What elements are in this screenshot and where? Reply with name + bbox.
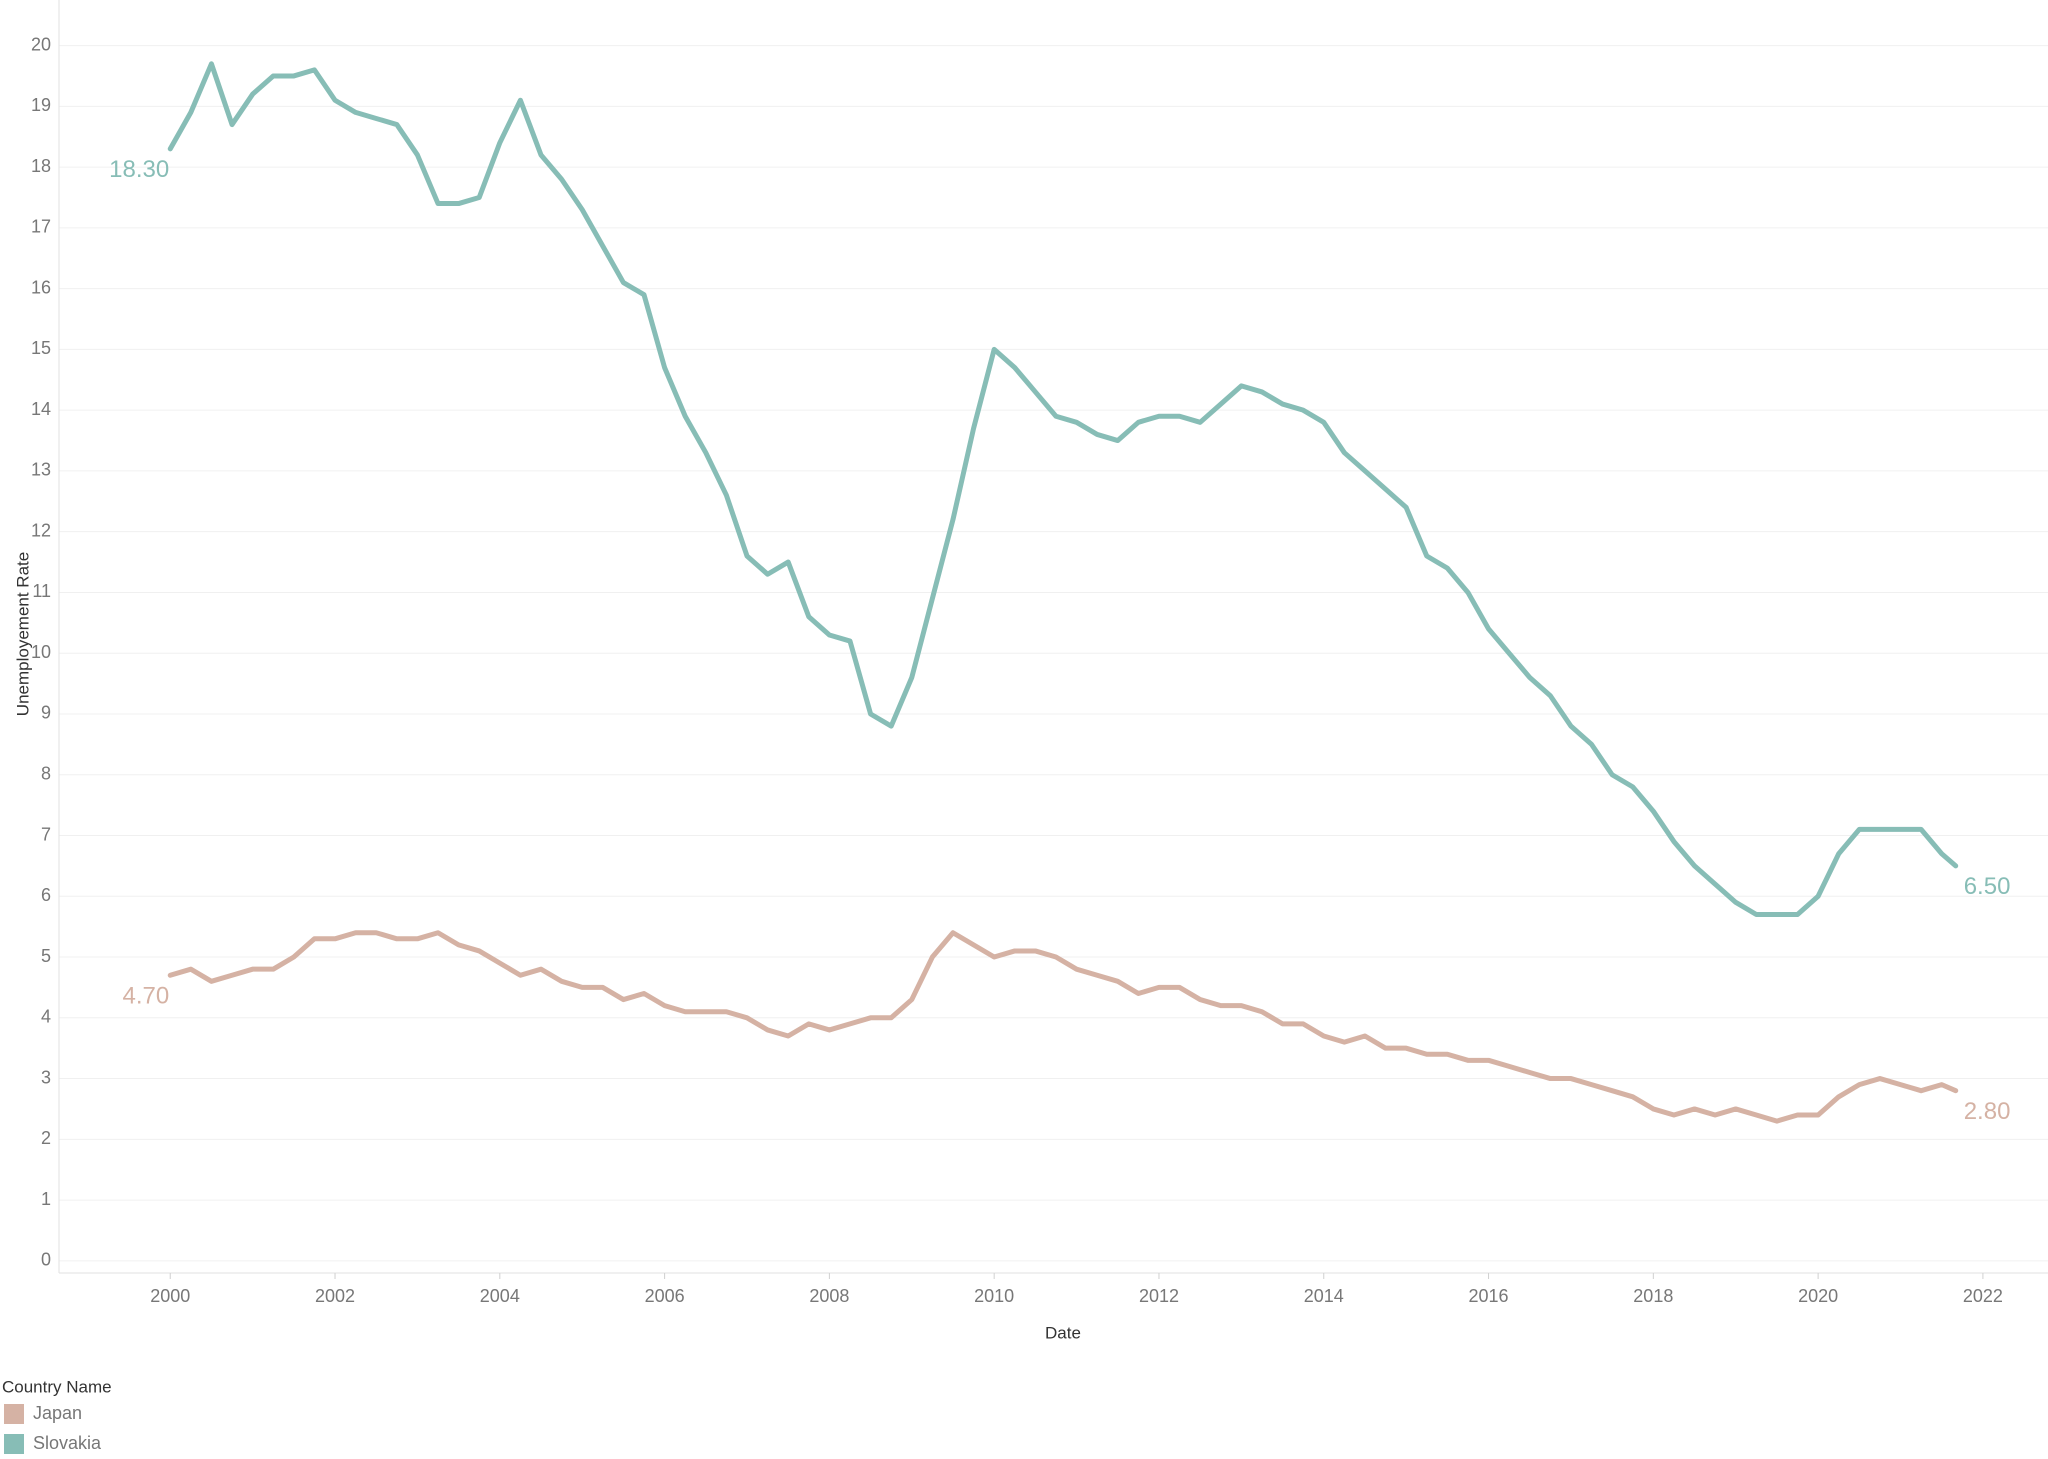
y-tick-label: 4 (41, 1007, 51, 1027)
x-tick-label: 2016 (1469, 1286, 1509, 1306)
end-label: 2.80 (1964, 1098, 2011, 1125)
y-tick-label: 3 (41, 1067, 51, 1087)
y-tick-label: 12 (31, 520, 51, 540)
y-tick-label: 9 (41, 703, 51, 723)
line (167, 930, 1959, 1124)
x-axis-title: Date (1045, 1323, 1081, 1342)
y-tick-label: 10 (31, 642, 51, 662)
y-tick-label: 13 (31, 460, 51, 480)
y-tick-label: 20 (31, 34, 51, 54)
x-tick-label: 2000 (150, 1286, 190, 1306)
y-tick-label: 11 (32, 581, 51, 601)
x-tick-label: 2008 (809, 1286, 849, 1306)
end-label: 6.50 (1964, 873, 2011, 900)
legend-label: Japan (33, 1403, 82, 1423)
x-tick-label: 2018 (1633, 1286, 1673, 1306)
x-tick-label: 2002 (315, 1286, 355, 1306)
x-tick-label: 2004 (480, 1286, 520, 1306)
y-tick-label: 2 (41, 1128, 51, 1148)
y-tick-label: 0 (41, 1250, 51, 1270)
y-tick-label: 19 (31, 95, 51, 115)
x-tick-label: 2014 (1304, 1286, 1344, 1306)
x-tick-label: 2020 (1798, 1286, 1838, 1306)
legend-title: Country Name (2, 1377, 112, 1396)
line (167, 61, 1959, 917)
start-label: 4.70 (123, 983, 170, 1010)
y-tick-label: 7 (41, 824, 51, 844)
legend-swatch (4, 1404, 24, 1424)
y-tick-label: 1 (41, 1189, 51, 1209)
start-label: 18.30 (109, 156, 169, 183)
y-tick-label: 14 (31, 399, 51, 419)
y-tick-label: 15 (31, 338, 51, 358)
y-tick-label: 5 (41, 946, 51, 966)
y-tick-label: 8 (41, 763, 51, 783)
y-axis-title: Unemployement Rate (13, 552, 32, 716)
legend-swatch (4, 1434, 24, 1454)
y-tick-label: 6 (41, 885, 51, 905)
x-tick-label: 2006 (645, 1286, 685, 1306)
x-tick-label: 2022 (1963, 1286, 2003, 1306)
y-tick-label: 18 (31, 156, 51, 176)
y-tick-label: 16 (31, 277, 51, 297)
x-tick-label: 2012 (1139, 1286, 1179, 1306)
x-tick-label: 2010 (974, 1286, 1014, 1306)
legend-label: Slovakia (33, 1433, 102, 1453)
y-tick-label: 17 (31, 217, 51, 237)
